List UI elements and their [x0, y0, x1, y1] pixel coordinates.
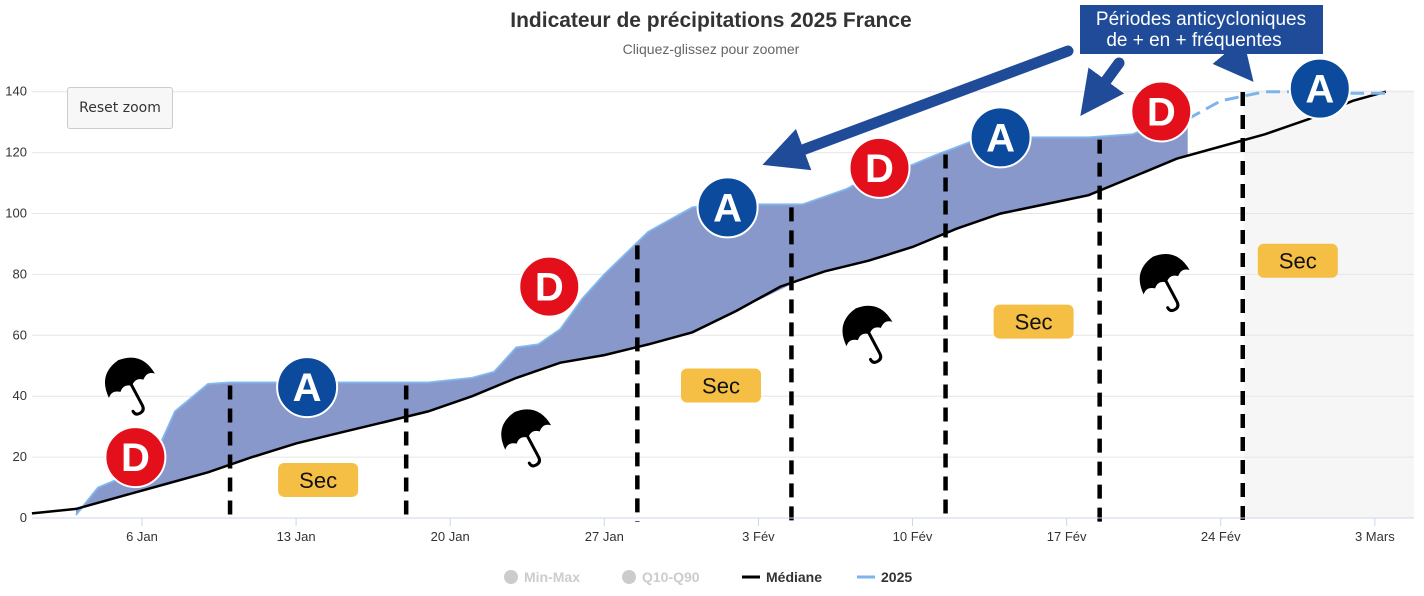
series-median-line [31, 90, 1387, 515]
note-line-2: de + en + fréquentes [1106, 30, 1281, 51]
umbrella-icon [1139, 254, 1190, 313]
sec-label-box [993, 304, 1074, 339]
umbrella-icon [842, 305, 893, 364]
y-tick-label: 60 [13, 327, 27, 342]
umbrella-canopy [104, 357, 155, 398]
umbrella-icons [104, 254, 1190, 468]
umbrella-handle [1164, 278, 1180, 313]
sec-label: Sec [680, 368, 761, 403]
legend-symbol [504, 570, 518, 584]
forecast-region [1244, 90, 1414, 518]
sec-label-box [680, 368, 761, 403]
x-tick-label: 3 Fév [742, 529, 775, 544]
y-tick-label: 20 [13, 449, 27, 464]
sec-label-box [278, 462, 359, 497]
chart-title: Indicateur de précipitations 2025 France [510, 9, 911, 32]
y-tick-label: 40 [13, 388, 27, 403]
sec-label-text: Sec [299, 468, 337, 493]
anticyclone-badge: A [1288, 57, 1351, 120]
badge-circle [276, 356, 339, 419]
y-axis: 0 20 40 60 80 100 120 140 [5, 84, 27, 525]
sec-label: Sec [993, 304, 1074, 339]
y-tick-label: 120 [5, 145, 27, 160]
anticyclone-badge: A [969, 106, 1032, 169]
anticyclone-badge: A [696, 176, 759, 239]
badge-circle [518, 255, 581, 318]
badge-letter: A [713, 186, 742, 230]
right-arrow [1212, 38, 1254, 82]
band-area [76, 119, 1188, 515]
depression-badge: D [1130, 80, 1193, 143]
y-tick-label: 100 [5, 206, 27, 221]
long-arrow [762, 45, 1074, 171]
legend-item: Min-Max [504, 569, 580, 585]
badge-letter: A [293, 366, 322, 410]
badge-letter: A [1305, 68, 1334, 112]
sec-label-text: Sec [1015, 310, 1053, 335]
legend-item: 2025 [857, 569, 912, 585]
badge-circle [1130, 80, 1193, 143]
x-tick-label: 27 Jan [585, 529, 624, 544]
y-tick-label: 140 [5, 84, 27, 99]
pressure-badges: D A D A D A D A [104, 57, 1351, 489]
sec-label-text: Sec [1279, 249, 1317, 274]
badge-circle [104, 426, 167, 489]
legend-label: Q10-Q90 [642, 569, 700, 585]
umbrella-canopy [1139, 254, 1190, 295]
umbrella-canopy [501, 409, 552, 450]
legend-symbol [622, 570, 636, 584]
dry-labels: Sec Sec Sec Sec [278, 243, 1338, 497]
shaded-band [76, 119, 1188, 515]
umbrella-icon [501, 409, 552, 468]
depression-badge: D [848, 136, 911, 199]
depression-badge: D [518, 255, 581, 318]
x-tick-label: 20 Jan [431, 529, 470, 544]
x-axis: 6 Jan 13 Jan 20 Jan 27 Jan 3 Fév 10 Fév 17 Fév… [32, 517, 1414, 544]
x-tick-label: 13 Jan [277, 529, 316, 544]
umbrella-icon [104, 357, 155, 416]
y-tick-label: 0 [20, 510, 27, 525]
badge-letter: D [865, 147, 894, 191]
badge-letter: D [121, 436, 150, 480]
badge-circle [969, 106, 1032, 169]
badge-circle [848, 136, 911, 199]
x-tick-label: 17 Fév [1047, 529, 1087, 544]
sec-label-box [1257, 243, 1338, 278]
note-box: Périodes anticycloniques de + en + fréqu… [1080, 5, 1323, 54]
period-dividers [227, 92, 1245, 522]
umbrella-handle [866, 330, 883, 364]
sec-label-text: Sec [702, 374, 740, 399]
sec-label: Sec [278, 462, 359, 497]
legend-label: Min-Max [524, 569, 580, 585]
x-tick-label: 10 Fév [893, 529, 933, 544]
short-arrow [1080, 57, 1125, 116]
badge-circle [1288, 57, 1351, 120]
x-tick-label: 24 Fév [1201, 529, 1241, 544]
legend-item: Q10-Q90 [622, 569, 700, 585]
legend-item: Médiane [742, 569, 822, 585]
umbrella-canopy [842, 305, 893, 347]
badge-letter: A [986, 116, 1015, 160]
y-tick-label: 80 [13, 266, 27, 281]
legend: Min-Max Q10-Q90 Médiane 2025 [504, 569, 912, 585]
umbrella-handle [129, 382, 145, 416]
sec-label: Sec [1257, 243, 1338, 278]
series-2025-forecast-line [1186, 90, 1386, 121]
umbrella-handle [525, 434, 541, 468]
x-tick-label: 6 Jan [126, 529, 158, 544]
note-line-1: Périodes anticycloniques [1096, 9, 1306, 30]
reset-zoom-button[interactable]: Reset zoom [67, 87, 173, 129]
legend-label: Médiane [766, 569, 822, 585]
depression-badge: D [104, 426, 167, 489]
legend-label: 2025 [881, 569, 912, 585]
badge-letter: D [1147, 90, 1176, 134]
badge-circle [696, 176, 759, 239]
chart-subtitle: Cliquez-glissez pour zoomer [623, 41, 800, 57]
badge-letter: D [535, 266, 564, 310]
x-tick-label: 3 Mars [1355, 529, 1395, 544]
anticyclone-arrows [762, 38, 1254, 171]
anticyclone-badge: A [276, 356, 339, 419]
